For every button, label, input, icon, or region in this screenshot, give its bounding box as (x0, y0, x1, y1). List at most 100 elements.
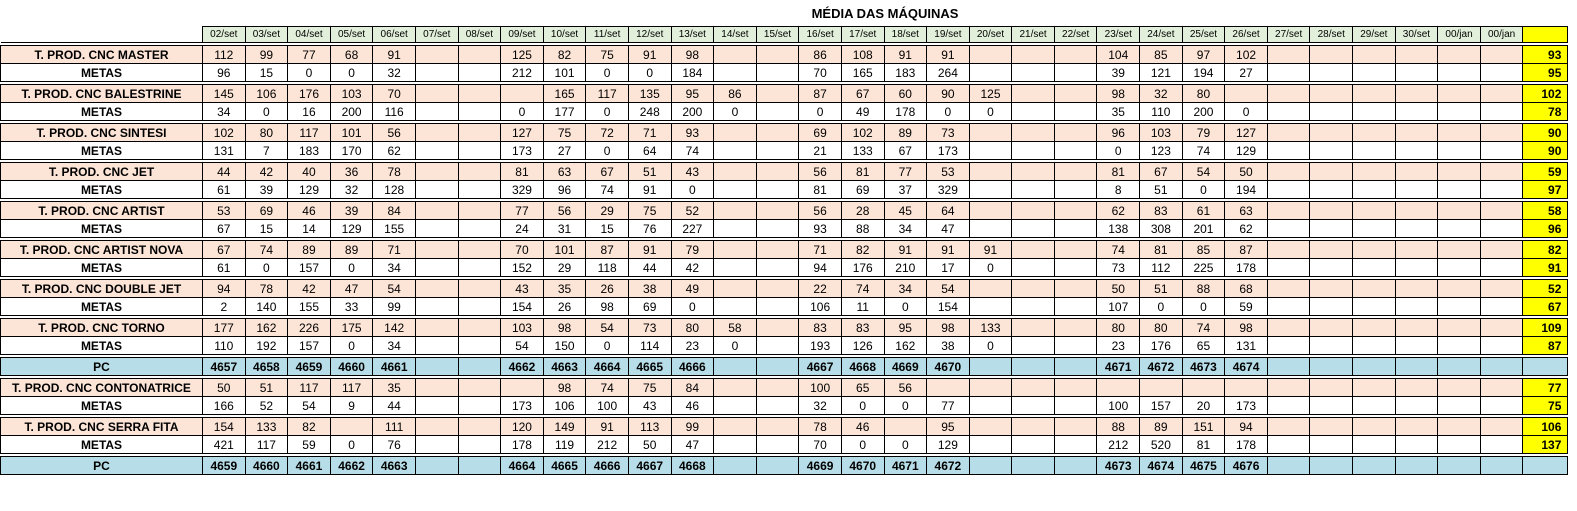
value-cell[interactable]: 46 (840, 417, 885, 436)
value-cell[interactable]: 15 (244, 219, 289, 238)
value-cell[interactable] (1394, 435, 1439, 454)
value-cell[interactable] (1266, 141, 1311, 160)
value-cell[interactable]: 117 (329, 378, 374, 397)
value-cell[interactable]: 121 (1139, 63, 1183, 82)
value-cell[interactable]: 82 (287, 417, 331, 436)
value-cell[interactable]: 113 (627, 417, 672, 436)
value-cell[interactable]: 91 (926, 240, 970, 259)
value-cell[interactable]: 23 (670, 336, 715, 355)
value-cell[interactable] (968, 63, 1013, 82)
value-cell[interactable]: 68 (329, 45, 374, 64)
date-header-cell[interactable]: 07/set (414, 26, 459, 43)
value-cell[interactable] (1479, 318, 1524, 337)
value-cell[interactable]: 162 (883, 336, 928, 355)
value-cell[interactable] (755, 123, 800, 142)
value-cell[interactable]: 4662 (500, 357, 544, 376)
value-cell[interactable]: 52 (670, 201, 715, 220)
value-cell[interactable] (1266, 180, 1311, 199)
value-cell[interactable]: 50 (202, 378, 246, 397)
value-cell[interactable]: 32 (1139, 84, 1183, 103)
date-header-cell[interactable]: 15/set (755, 26, 800, 43)
value-cell[interactable]: 34 (883, 279, 928, 298)
value-cell[interactable] (1053, 219, 1098, 238)
date-header-cell[interactable]: 14/set (713, 26, 757, 43)
value-cell[interactable] (1011, 240, 1055, 259)
value-cell[interactable]: 173 (500, 141, 544, 160)
value-cell[interactable]: 68 (1224, 279, 1268, 298)
value-cell[interactable]: 87 (585, 240, 629, 259)
value-cell[interactable]: 0 (968, 102, 1013, 121)
value-cell[interactable]: 63 (1224, 201, 1268, 220)
value-cell[interactable] (1479, 84, 1524, 103)
row-label-cell[interactable]: METAS (0, 297, 203, 316)
value-cell[interactable]: 193 (798, 336, 842, 355)
value-cell[interactable] (1479, 456, 1524, 475)
value-cell[interactable] (1479, 240, 1524, 259)
value-cell[interactable]: 145 (202, 84, 246, 103)
value-cell[interactable] (755, 456, 800, 475)
value-cell[interactable]: 0 (713, 336, 757, 355)
value-cell[interactable]: 70 (798, 63, 842, 82)
average-cell[interactable]: 58 (1522, 201, 1569, 220)
value-cell[interactable]: 176 (840, 258, 885, 277)
value-cell[interactable]: 120 (500, 417, 544, 436)
value-cell[interactable]: 0 (585, 63, 629, 82)
row-label-cell[interactable]: METAS (0, 63, 203, 82)
value-cell[interactable] (1394, 45, 1439, 64)
sheet-title[interactable]: MÉDIA DAS MÁQUINAS (811, 5, 959, 21)
value-cell[interactable]: 264 (926, 63, 970, 82)
value-cell[interactable] (414, 336, 459, 355)
value-cell[interactable] (1053, 162, 1098, 181)
value-cell[interactable] (414, 102, 459, 121)
value-cell[interactable]: 37 (883, 180, 928, 199)
value-cell[interactable]: 4663 (372, 456, 416, 475)
value-cell[interactable]: 0 (1224, 102, 1268, 121)
value-cell[interactable] (1394, 336, 1439, 355)
value-cell[interactable] (1266, 162, 1311, 181)
value-cell[interactable]: 40 (287, 162, 331, 181)
value-cell[interactable]: 86 (713, 84, 757, 103)
average-cell[interactable]: 102 (1522, 84, 1569, 103)
value-cell[interactable] (1224, 378, 1268, 397)
value-cell[interactable]: 32 (372, 63, 416, 82)
value-cell[interactable]: 112 (1139, 258, 1183, 277)
value-cell[interactable]: 11 (840, 297, 885, 316)
value-cell[interactable]: 129 (1224, 141, 1268, 160)
value-cell[interactable]: 9 (329, 396, 374, 415)
value-cell[interactable] (713, 123, 757, 142)
value-cell[interactable]: 111 (372, 417, 416, 436)
date-header-cell[interactable]: 28/set (1309, 26, 1354, 43)
value-cell[interactable]: 54 (1181, 162, 1226, 181)
value-cell[interactable]: 154 (926, 297, 970, 316)
value-cell[interactable] (1309, 180, 1354, 199)
value-cell[interactable]: 89 (1139, 417, 1183, 436)
value-cell[interactable]: 4672 (926, 456, 970, 475)
value-cell[interactable]: 69 (244, 201, 289, 220)
value-cell[interactable] (1309, 336, 1354, 355)
value-cell[interactable]: 47 (926, 219, 970, 238)
value-cell[interactable]: 107 (1096, 297, 1141, 316)
value-cell[interactable]: 51 (1139, 279, 1183, 298)
value-cell[interactable] (1479, 417, 1524, 436)
average-cell[interactable]: 97 (1522, 180, 1569, 199)
value-cell[interactable] (1011, 123, 1055, 142)
value-cell[interactable]: 45 (883, 201, 928, 220)
value-cell[interactable]: 212 (585, 435, 629, 454)
value-cell[interactable]: 82 (840, 240, 885, 259)
value-cell[interactable]: 62 (1224, 219, 1268, 238)
value-cell[interactable] (457, 318, 502, 337)
value-cell[interactable]: 154 (202, 417, 246, 436)
value-cell[interactable]: 83 (1139, 201, 1183, 220)
value-cell[interactable]: 54 (372, 279, 416, 298)
value-cell[interactable]: 4674 (1224, 357, 1268, 376)
value-cell[interactable] (1011, 63, 1055, 82)
value-cell[interactable]: 46 (287, 201, 331, 220)
value-cell[interactable]: 4664 (500, 456, 544, 475)
value-cell[interactable]: 81 (1181, 435, 1226, 454)
value-cell[interactable]: 178 (883, 102, 928, 121)
value-cell[interactable]: 0 (585, 141, 629, 160)
value-cell[interactable]: 116 (372, 102, 416, 121)
value-cell[interactable]: 210 (883, 258, 928, 277)
date-header-cell[interactable]: 19/set (926, 26, 970, 43)
date-header-cell[interactable]: 00/jan (1437, 26, 1481, 43)
